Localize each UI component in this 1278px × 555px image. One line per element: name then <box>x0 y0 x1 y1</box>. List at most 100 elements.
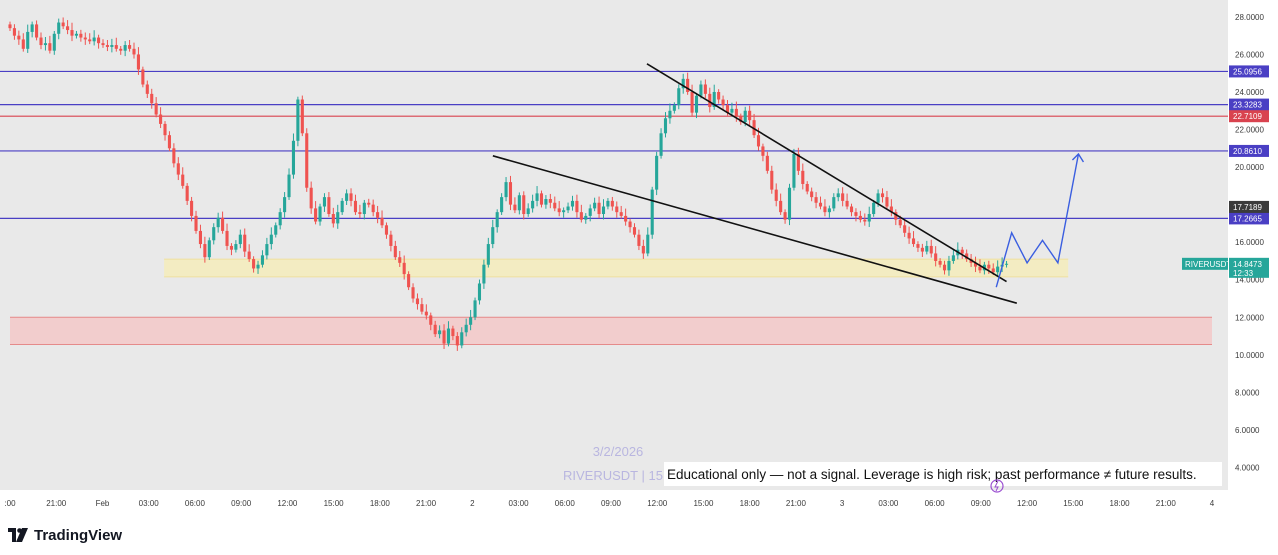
candle-body <box>402 262 406 275</box>
x-tick-label: 21:00 <box>1156 499 1177 508</box>
candle <box>305 128 309 192</box>
candle-body <box>522 195 526 215</box>
candle <box>996 260 1000 277</box>
plot-background <box>0 0 1228 490</box>
candle-body <box>97 37 101 44</box>
y-tick-label: 8.0000 <box>1235 388 1260 397</box>
candle-body <box>730 108 734 113</box>
candle <box>889 199 893 217</box>
candle <box>132 42 136 59</box>
candle-body <box>911 238 916 245</box>
demand-zone[interactable] <box>10 317 1212 345</box>
candle-body <box>48 43 52 51</box>
candle <box>150 88 154 109</box>
support-zone[interactable] <box>164 259 1069 277</box>
candle-body <box>185 185 189 201</box>
candle-body <box>473 300 477 318</box>
candle <box>30 21 34 38</box>
candle-body <box>699 84 703 96</box>
candle-body <box>433 324 437 335</box>
projection-path[interactable] <box>995 153 1080 288</box>
candle-body <box>469 317 473 325</box>
candle <box>517 192 521 215</box>
candle-body <box>721 99 725 106</box>
price-tag-label: 17.2665 <box>1233 214 1262 223</box>
candle-body <box>659 133 663 156</box>
candle-body <box>287 174 291 198</box>
candle <box>105 39 109 52</box>
candle-body <box>570 200 575 207</box>
candle <box>624 208 628 226</box>
candle-body <box>588 208 592 216</box>
candle-body <box>544 199 548 205</box>
candle <box>712 84 716 110</box>
candle-body <box>805 183 809 192</box>
y-tick-label: 16.0000 <box>1235 238 1264 247</box>
candle <box>216 212 220 233</box>
candle <box>420 297 424 315</box>
candle-body <box>477 283 482 301</box>
candle-body <box>154 103 158 115</box>
candle-body <box>21 39 25 49</box>
x-tick-label: 12:00 <box>277 499 298 508</box>
candle <box>411 283 415 303</box>
candle-body <box>225 230 229 246</box>
time-scale-background <box>0 490 1278 520</box>
candle <box>925 240 929 255</box>
candle <box>433 320 437 337</box>
candle-body <box>854 212 858 216</box>
countdown-label: 12:33 <box>1233 269 1254 278</box>
candle-body <box>504 182 508 198</box>
disclaimer-text: Educational only — not a signal. Leverag… <box>667 467 1197 482</box>
price-tag-label: 20.8610 <box>1233 147 1262 156</box>
candle <box>114 37 118 52</box>
candle <box>708 87 712 113</box>
candle <box>327 192 331 217</box>
candle-body <box>916 244 920 248</box>
price-tag-label: 23.3283 <box>1233 101 1262 110</box>
candle <box>287 168 291 200</box>
candle-body <box>74 33 78 36</box>
candle <box>278 208 282 230</box>
upper-trendline[interactable] <box>646 63 1007 283</box>
candle-body <box>500 197 504 213</box>
candle <box>429 312 433 331</box>
candle-body <box>796 153 800 171</box>
candle-body <box>159 114 163 124</box>
lightning-icon[interactable] <box>990 479 1004 493</box>
candle-body <box>176 163 180 175</box>
candle <box>597 196 601 219</box>
tradingview-brand[interactable]: TradingView <box>8 524 122 546</box>
candle <box>349 188 353 207</box>
candle <box>531 194 535 213</box>
candle <box>672 102 676 114</box>
disclaimer-box <box>664 462 1222 486</box>
candle <box>774 183 778 207</box>
candle <box>176 157 180 181</box>
candle-body <box>451 328 455 337</box>
candle-body <box>867 214 871 222</box>
candle-body <box>703 84 707 94</box>
lower-trendline[interactable] <box>492 155 1018 304</box>
candle-body <box>836 193 840 198</box>
candle-body <box>305 133 309 188</box>
candle <box>97 34 101 49</box>
candle-body <box>756 135 761 147</box>
candle <box>464 318 468 337</box>
candle-body <box>801 170 805 184</box>
candle-body <box>615 206 619 213</box>
candle <box>920 243 924 258</box>
candle <box>181 167 185 189</box>
candle-body <box>216 217 220 228</box>
candle <box>384 222 389 239</box>
candle-body <box>885 197 889 207</box>
x-tick-label: Feb <box>96 499 110 508</box>
candle <box>438 325 442 339</box>
price-tag-label: 22.7109 <box>1233 112 1262 121</box>
price-tag-box <box>1229 212 1269 225</box>
candle <box>66 20 70 35</box>
x-tick-label: 09:00 <box>971 499 992 508</box>
candle <box>353 194 358 215</box>
